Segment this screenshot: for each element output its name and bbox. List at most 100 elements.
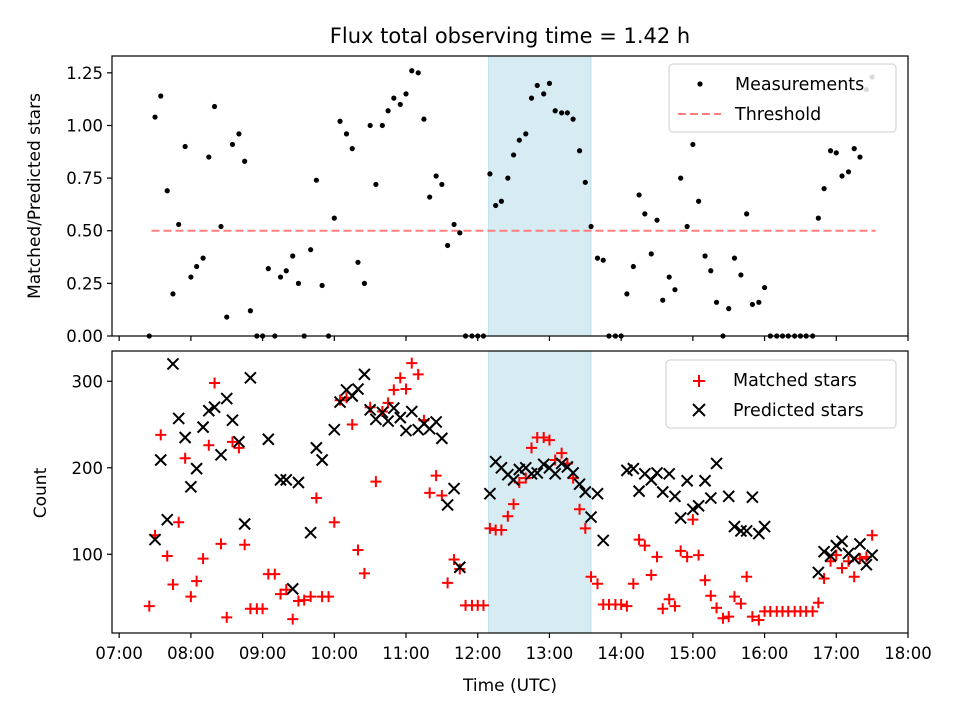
measurement-point	[487, 171, 493, 177]
top-legend: Measurements Threshold	[668, 63, 897, 133]
top-series-1	[146, 68, 875, 339]
matched-star-point	[579, 522, 591, 534]
matched-star-point	[275, 588, 287, 600]
measurement-point	[409, 68, 415, 74]
matched-star-point	[615, 598, 627, 610]
legend-measurements-marker	[697, 81, 703, 87]
predicted-star-point	[376, 406, 389, 419]
bottom-highlight-span	[487, 350, 592, 634]
measurement-point	[833, 150, 839, 156]
matched-star-point	[723, 611, 735, 623]
measurement-point	[170, 291, 176, 297]
x-tick-label: 14:00	[597, 644, 645, 663]
predicted-star-point	[328, 423, 341, 436]
measurement-point	[713, 299, 720, 305]
measurement-point	[349, 146, 355, 152]
measurement-point	[182, 143, 188, 150]
matched-star-point	[681, 551, 693, 563]
predicted-star-point	[632, 484, 646, 498]
predicted-star-point	[531, 466, 544, 480]
matched-star-point	[574, 503, 586, 515]
measurement-point	[493, 202, 499, 209]
measurement-point	[684, 223, 690, 230]
matched-star-point	[477, 599, 489, 611]
matched-star-point	[388, 384, 400, 396]
matched-star-point	[807, 605, 819, 617]
predicted-star-point	[704, 491, 718, 505]
matched-star-point	[753, 614, 765, 626]
matched-star-point	[669, 600, 681, 612]
measurement-point	[373, 181, 379, 188]
predicted-star-point	[304, 526, 317, 539]
matched-star-point	[645, 569, 657, 581]
predicted-star-point	[310, 441, 323, 455]
measurement-point	[594, 255, 601, 261]
predicted-star-point	[190, 462, 203, 475]
top-panel: 0.00 0.25 0.50 0.75 1.00 1.25	[66, 55, 909, 346]
measurement-point	[247, 308, 254, 314]
measurement-point	[224, 314, 230, 320]
bottom-legend: Matched stars Predicted stars	[665, 359, 897, 429]
matched-star-point	[370, 476, 382, 488]
matched-star-point	[818, 573, 830, 585]
measurement-point	[523, 131, 529, 137]
matched-star-point	[687, 514, 699, 526]
measurement-point	[731, 255, 738, 261]
measurement-point	[636, 192, 642, 198]
bottom-y-tick-label: 300	[72, 372, 104, 391]
matched-star-point	[693, 549, 705, 561]
matched-star-point	[298, 594, 310, 606]
measurement-point	[337, 118, 343, 124]
matched-star-point	[543, 434, 555, 446]
measurement-point	[624, 291, 630, 297]
predicted-star-point	[226, 413, 239, 427]
predicted-star-point	[686, 503, 700, 516]
predicted-star-point	[220, 392, 233, 405]
measurement-point	[391, 95, 397, 101]
matched-star-point	[495, 524, 507, 536]
predicted-star-point	[566, 466, 580, 480]
matched-star-point	[185, 591, 197, 603]
matched-star-point	[848, 571, 860, 583]
predicted-star-point	[435, 432, 449, 445]
matched-star-point	[717, 612, 729, 624]
measurement-point	[582, 179, 588, 185]
measurement-point	[343, 131, 350, 137]
measurement-point	[439, 181, 445, 188]
predicted-star-point	[740, 524, 753, 538]
matched-star-point	[143, 600, 155, 612]
predicted-star-point	[274, 473, 287, 487]
measurement-point	[403, 91, 409, 97]
matched-star-point	[627, 578, 639, 590]
measurement-point	[672, 287, 678, 293]
measurement-point	[666, 274, 672, 280]
matched-star-point	[226, 436, 238, 448]
predicted-star-point	[483, 487, 497, 500]
predicted-star-point	[399, 424, 413, 437]
matched-star-point	[663, 593, 675, 605]
measurement-point	[194, 263, 200, 270]
predicted-star-point	[166, 357, 180, 371]
matched-star-point	[287, 613, 299, 625]
predicted-star-point	[579, 485, 592, 499]
legend-measurements-label: Measurements	[735, 75, 864, 95]
measurement-point	[229, 141, 236, 148]
measurement-point	[200, 255, 206, 261]
x-tick-label: 15:00	[669, 644, 717, 663]
matched-star-point	[215, 538, 227, 550]
predicted-star-point	[865, 548, 879, 562]
predicted-star-point	[584, 510, 598, 524]
matched-star-point	[741, 571, 753, 583]
measurement-point	[218, 223, 224, 230]
predicted-star-point	[698, 474, 712, 487]
measurement-point	[541, 91, 547, 97]
matched-star-point	[735, 598, 747, 610]
matched-star-point	[233, 442, 245, 454]
measurement-point	[702, 253, 708, 259]
x-tick-label: 17:00	[813, 644, 861, 663]
matched-star-point	[161, 550, 173, 562]
predicted-star-point	[351, 382, 365, 396]
matched-star-point	[675, 545, 687, 557]
matched-star-point	[328, 516, 340, 528]
predicted-star-point	[429, 415, 443, 429]
